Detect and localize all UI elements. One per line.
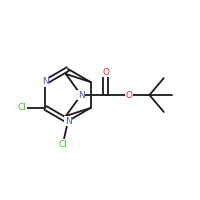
Text: N: N [78, 90, 84, 99]
Text: N: N [65, 116, 71, 126]
Text: O: O [102, 68, 109, 77]
Text: N: N [42, 77, 49, 86]
Text: Cl: Cl [18, 104, 27, 112]
Text: O: O [125, 90, 132, 99]
Text: Cl: Cl [58, 140, 67, 149]
